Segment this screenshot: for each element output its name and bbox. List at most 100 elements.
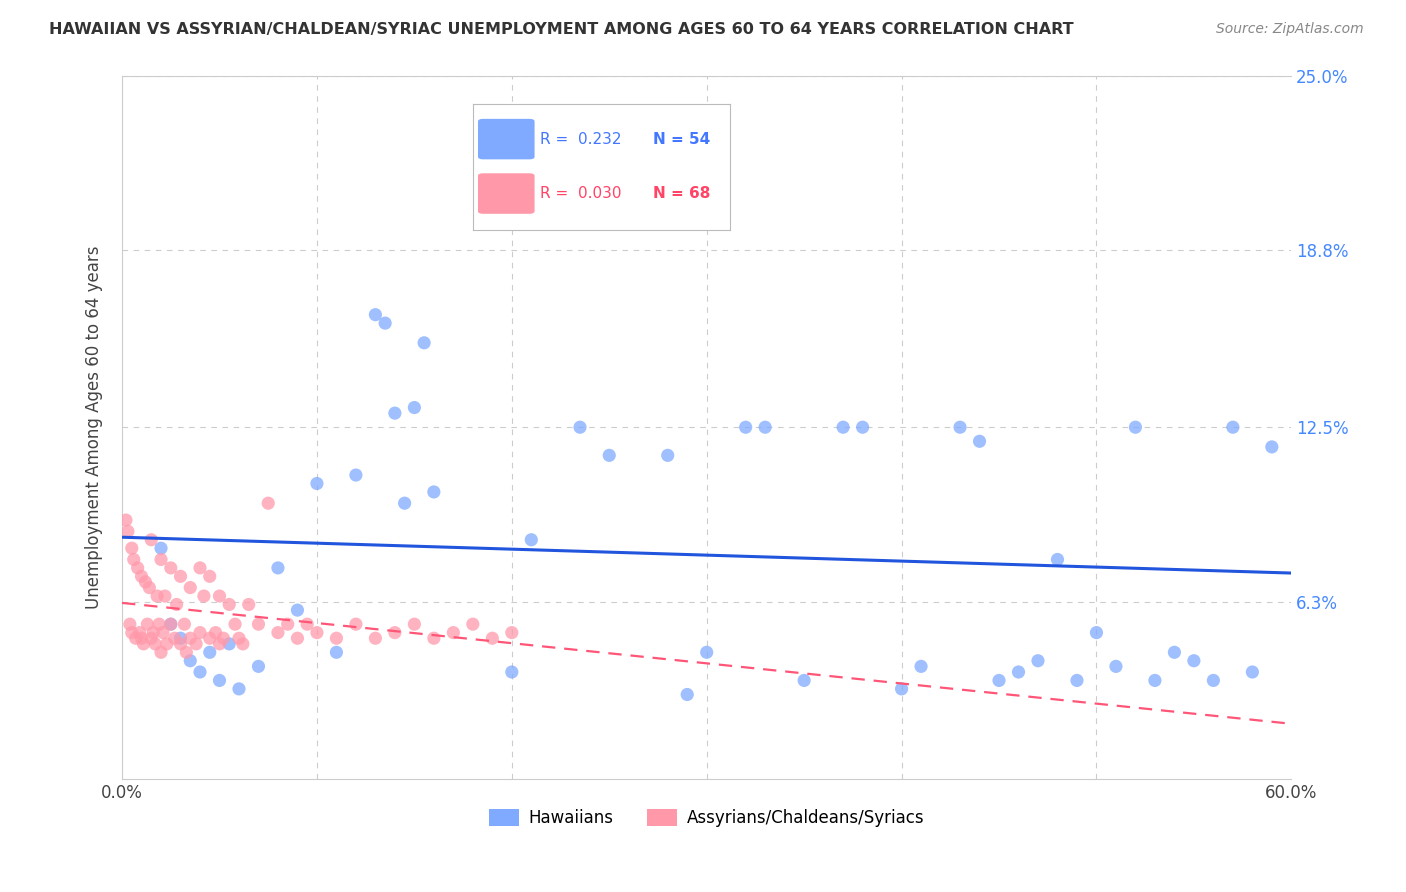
Point [988, 673, 1011, 688]
Point [169, 637, 191, 651]
Point [461, 617, 484, 632]
Point [150, 541, 173, 556]
Point [159, 617, 181, 632]
Point [247, 617, 270, 632]
Point [115, 513, 138, 527]
Point [305, 476, 328, 491]
Point [423, 632, 446, 646]
Point [121, 625, 143, 640]
Point [122, 552, 145, 566]
Point [169, 632, 191, 646]
Point [198, 632, 221, 646]
Point [163, 632, 186, 646]
Point [481, 632, 503, 646]
Point [598, 448, 620, 462]
Point [152, 625, 174, 640]
Point [121, 541, 143, 556]
Point [1007, 665, 1029, 679]
Point [143, 637, 166, 651]
Point [1222, 420, 1244, 434]
Point [734, 420, 756, 434]
Point [247, 659, 270, 673]
Point [141, 533, 163, 547]
Point [910, 659, 932, 673]
Point [501, 665, 523, 679]
Point [969, 434, 991, 449]
Point [1261, 440, 1284, 454]
Point [1105, 659, 1128, 673]
Point [569, 420, 592, 434]
Point [232, 637, 254, 651]
Y-axis label: Unemployment Among Ages 60 to 64 years: Unemployment Among Ages 60 to 64 years [86, 245, 103, 609]
Point [148, 617, 170, 632]
Point [754, 420, 776, 434]
Point [176, 645, 198, 659]
Point [208, 637, 231, 651]
Point [198, 569, 221, 583]
Point [150, 552, 173, 566]
Point [146, 589, 169, 603]
Point [832, 420, 855, 434]
Point [676, 688, 699, 702]
Point [423, 484, 446, 499]
Point [364, 632, 387, 646]
Point [949, 420, 972, 434]
Point [132, 637, 155, 651]
Point [179, 654, 201, 668]
Point [208, 673, 231, 688]
Point [1163, 645, 1185, 659]
Point [852, 420, 875, 434]
Point [1046, 552, 1069, 566]
Point [198, 645, 221, 659]
Point [188, 625, 211, 640]
Point [1182, 654, 1205, 668]
Point [441, 625, 464, 640]
Point [540, 139, 562, 153]
Point [218, 598, 240, 612]
Point [173, 617, 195, 632]
Point [136, 617, 159, 632]
Point [118, 617, 141, 632]
Point [295, 617, 318, 632]
Text: HAWAIIAN VS ASSYRIAN/CHALDEAN/SYRIAC UNEMPLOYMENT AMONG AGES 60 TO 64 YEARS CORR: HAWAIIAN VS ASSYRIAN/CHALDEAN/SYRIAC UNE… [49, 22, 1074, 37]
Point [364, 308, 387, 322]
Point [287, 632, 309, 646]
Point [188, 665, 211, 679]
Point [166, 598, 188, 612]
Point [277, 617, 299, 632]
Point [238, 598, 260, 612]
Point [344, 617, 367, 632]
Point [184, 637, 207, 651]
Point [218, 637, 240, 651]
Point [224, 617, 246, 632]
Point [1241, 665, 1264, 679]
Point [890, 681, 912, 696]
Point [128, 625, 150, 640]
Point [384, 625, 406, 640]
Point [134, 574, 156, 589]
Point [127, 561, 149, 575]
Point [325, 632, 347, 646]
Point [212, 632, 235, 646]
Point [657, 448, 679, 462]
Point [1202, 673, 1225, 688]
Point [1143, 673, 1166, 688]
Point [1125, 420, 1147, 434]
Point [267, 561, 290, 575]
Point [374, 316, 396, 330]
Point [228, 632, 250, 646]
Point [131, 569, 153, 583]
Point [793, 673, 815, 688]
Point [257, 496, 280, 510]
Point [141, 632, 163, 646]
Point [394, 496, 416, 510]
Point [156, 637, 179, 651]
Point [384, 406, 406, 420]
Point [159, 561, 181, 575]
Point [501, 625, 523, 640]
Point [125, 632, 148, 646]
Point [131, 632, 153, 646]
Point [287, 603, 309, 617]
Point [404, 401, 426, 415]
Point [204, 625, 226, 640]
